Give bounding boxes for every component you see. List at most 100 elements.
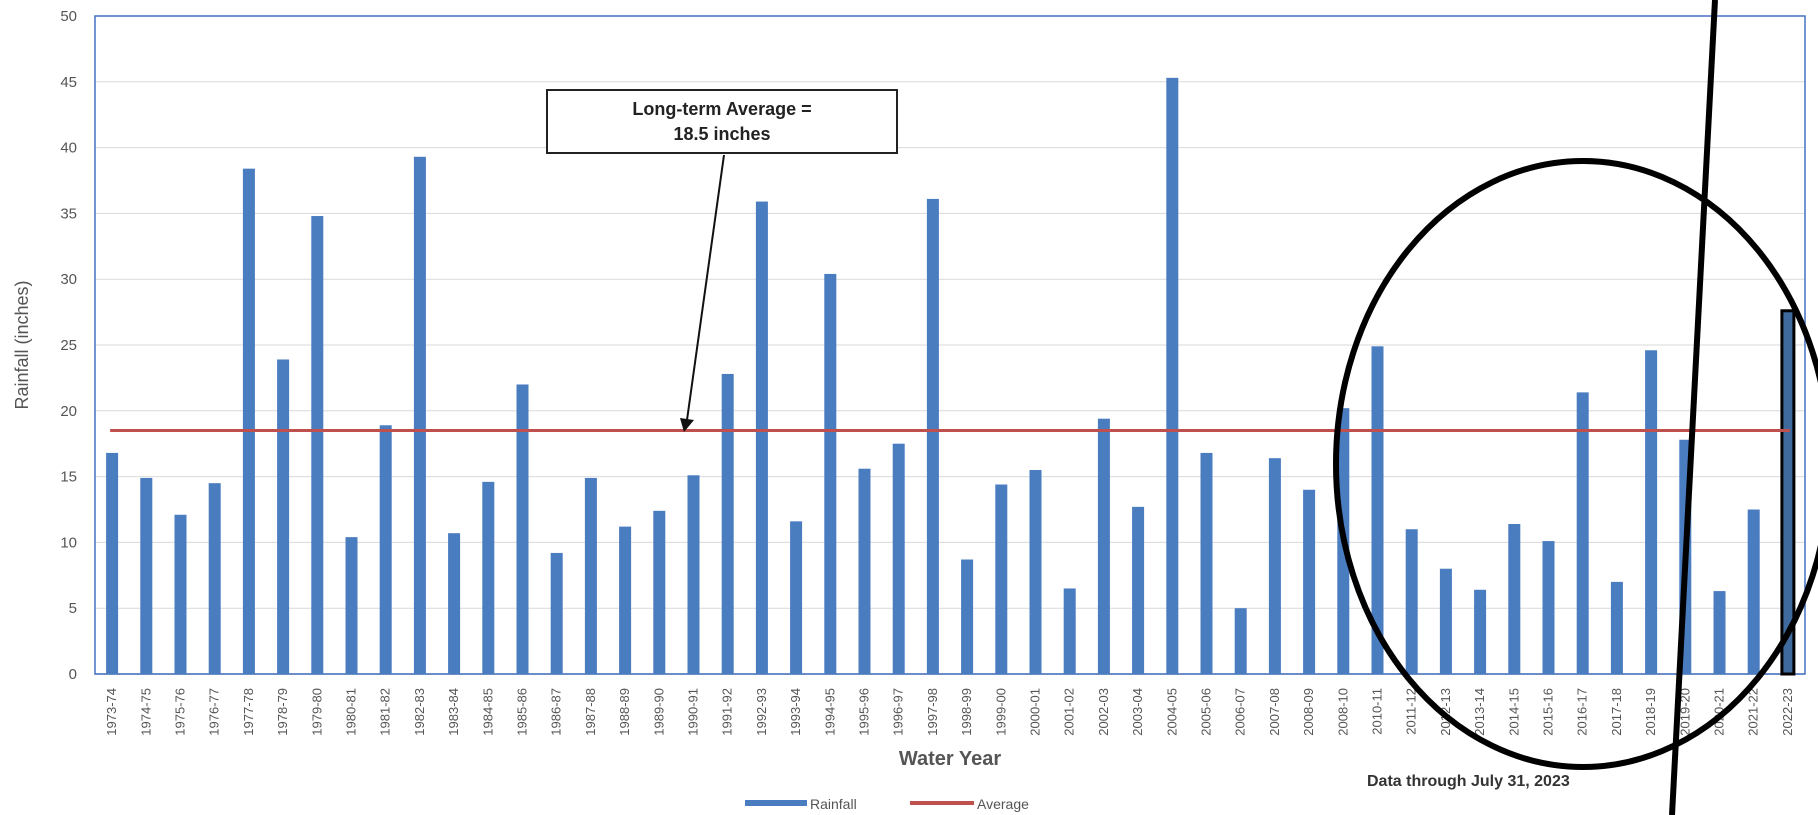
x-tick-label: 2018-19 [1643, 688, 1658, 736]
bar-2015-16 [1542, 541, 1555, 674]
bar-1998-99 [961, 559, 974, 674]
y-tick-label: 5 [69, 600, 77, 617]
y-tick-label: 0 [69, 666, 77, 683]
bar-1989-90 [653, 510, 666, 674]
bar-1980-81 [345, 537, 358, 674]
bar-2002-03 [1097, 418, 1110, 674]
bar-1977-78 [242, 168, 255, 674]
legend-rainfall-swatch [745, 800, 807, 806]
bar-1997-98 [926, 198, 939, 674]
legend-average-swatch [910, 801, 974, 805]
bar-2011-12 [1405, 529, 1418, 674]
x-tick-label: 2016-17 [1575, 688, 1590, 736]
x-tick-label: 2004-05 [1164, 688, 1179, 736]
x-tick-label: 2014-15 [1506, 688, 1521, 736]
legend-rainfall-label: Rainfall [810, 796, 857, 812]
bar-2001-02 [1063, 588, 1076, 674]
annotation-box [546, 89, 898, 154]
x-tick-label: 1978-79 [275, 688, 290, 736]
annotation-line1: Long-term Average = [632, 99, 811, 119]
annotation-line2: 18.5 inches [673, 124, 770, 144]
y-tick-label: 20 [60, 403, 77, 420]
x-tick-label: 2007-08 [1267, 688, 1282, 736]
bar-2008-09 [1303, 489, 1316, 674]
x-tick-label: 1979-80 [309, 688, 324, 736]
bar-1984-85 [482, 481, 495, 674]
bar-1982-83 [413, 156, 426, 674]
bar-2003-04 [1132, 506, 1145, 674]
x-tick-label: 2011-12 [1404, 688, 1419, 735]
x-tick-label: 2006-07 [1233, 688, 1248, 736]
bar-2010-11 [1371, 346, 1384, 674]
y-tick-label: 25 [60, 337, 77, 354]
x-tick-label: 2015-16 [1541, 688, 1556, 736]
x-tick-label: 1985-86 [515, 688, 530, 736]
plot-frame [94, 15, 1806, 675]
x-tick-label: 1991-92 [720, 688, 735, 736]
x-tick-label: 1986-87 [549, 688, 564, 736]
x-tick-label: 1974-75 [138, 688, 153, 736]
y-tick-labels: 0 5 10 15 20 25 30 35 40 45 50 [60, 8, 77, 683]
x-tick-label: 1976-77 [207, 688, 222, 736]
y-tick-label: 30 [60, 271, 77, 288]
x-tick-labels: 1973-74 1974-75 1975-76 1976-77 1977-78 1978-… [104, 688, 1795, 736]
x-tick-label: 2001-02 [1062, 688, 1077, 736]
x-tick-label: 1977-78 [241, 688, 256, 736]
x-tick-label: 1993-94 [788, 688, 803, 736]
x-tick-label: 2003-04 [1130, 688, 1145, 736]
bar-1987-88 [584, 477, 597, 674]
bar-2013-14 [1474, 589, 1487, 674]
x-tick-label: 2020-21 [1712, 688, 1727, 736]
bar-1978-79 [277, 359, 290, 674]
legend-average-label: Average [977, 796, 1029, 812]
y-axis-title: Rainfall (inches) [12, 280, 32, 409]
x-tick-label: 2008-10 [1335, 688, 1350, 736]
bar-1999-00 [995, 484, 1008, 674]
bar-1990-91 [687, 475, 700, 674]
x-tick-label: 2021-22 [1746, 688, 1761, 736]
x-tick-label: 2017-18 [1609, 688, 1624, 736]
x-tick-label: 2010-11 [1370, 688, 1385, 735]
y-tick-label: 40 [60, 140, 77, 157]
x-tick-label: 1995-96 [857, 688, 872, 736]
y-tick-label: 35 [60, 205, 77, 222]
bar-2004-05 [1166, 77, 1179, 675]
x-tick-label: 1988-89 [617, 688, 632, 736]
legend: Rainfall Average [745, 796, 1029, 812]
bar-2007-08 [1268, 458, 1281, 674]
x-tick-label: 1992-93 [754, 688, 769, 736]
bar-2020-21 [1713, 591, 1726, 674]
x-tick-label: 1984-85 [480, 688, 495, 736]
x-tick-label: 2000-01 [1028, 688, 1043, 736]
bar-1988-89 [619, 526, 632, 674]
x-tick-label: 1975-76 [173, 688, 188, 736]
y-tick-label: 45 [60, 74, 77, 91]
bar-1975-76 [174, 514, 187, 674]
bar-2006-07 [1234, 608, 1247, 674]
bar-2017-18 [1610, 581, 1623, 674]
x-tick-label: 2008-09 [1301, 688, 1316, 736]
bar-1983-84 [448, 533, 461, 674]
x-tick-label: 1980-81 [344, 688, 359, 736]
bar-2018-19 [1645, 350, 1658, 674]
annotation-arrow-shaft [686, 154, 725, 421]
x-tick-label: 1987-88 [583, 688, 598, 736]
pointer-line [1669, 0, 1718, 815]
bar-1986-87 [550, 552, 563, 674]
x-tick-label: 1999-00 [993, 688, 1008, 736]
bar-2005-06 [1200, 452, 1213, 674]
x-tick-label: 1981-82 [378, 688, 393, 736]
bar-1974-75 [140, 477, 153, 674]
average-annotation: Long-term Average = 18.5 inches [546, 89, 898, 432]
bar-2022-23 [1780, 309, 1796, 676]
x-tick-label: 1983-84 [446, 688, 461, 736]
x-tick-label: 1973-74 [104, 688, 119, 736]
bars [106, 77, 1796, 676]
bar-1996-97 [892, 443, 905, 674]
x-tick-label: 1994-95 [822, 688, 837, 736]
data-note: Data through July 31, 2023 [1367, 773, 1570, 790]
x-tick-label: 2005-06 [1199, 688, 1214, 736]
bar-1981-82 [379, 425, 392, 674]
bar-2012-13 [1439, 568, 1452, 674]
